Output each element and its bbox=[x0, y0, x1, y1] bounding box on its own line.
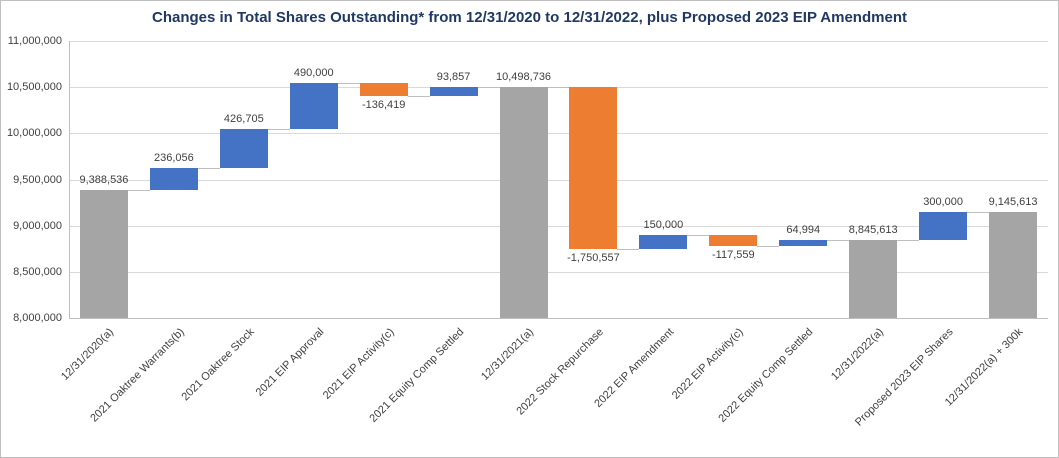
x-category-label: 2021 Oaktree Stock bbox=[179, 326, 257, 404]
bar-data-label: 300,000 bbox=[923, 196, 963, 209]
grid-line bbox=[69, 179, 1048, 181]
x-category-label: 2021 EIP Activity(c) bbox=[320, 326, 397, 402]
bar-increase bbox=[289, 83, 338, 129]
connector-line bbox=[897, 239, 920, 241]
bar-data-label: -117,559 bbox=[712, 248, 755, 261]
bar-data-label: 93,857 bbox=[436, 71, 471, 84]
bar-data-label: 10,498,736 bbox=[496, 71, 552, 84]
x-category-label: 12/31/2020(a) bbox=[59, 326, 117, 383]
x-category-label: 2022 EIP Activity(c) bbox=[670, 326, 746, 402]
connector-line bbox=[197, 167, 220, 169]
bar-data-label: 426,705 bbox=[223, 112, 264, 125]
bar-data-label: 8,845,613 bbox=[848, 223, 898, 236]
y-tick-label: 8,000,000 bbox=[13, 312, 62, 324]
connector-line bbox=[547, 87, 570, 89]
bar-data-label: 9,145,613 bbox=[988, 196, 1038, 209]
bar-decrease bbox=[569, 87, 618, 249]
y-tick-label: 10,000,000 bbox=[6, 127, 62, 140]
grid-line bbox=[69, 318, 1048, 319]
x-category-label: 2021 EIP Approval bbox=[253, 326, 327, 399]
connector-line bbox=[617, 248, 640, 250]
x-category-label: 12/31/2022(a) + 300k bbox=[942, 326, 1026, 409]
bar-decrease bbox=[359, 83, 408, 96]
bar-data-label: 150,000 bbox=[643, 219, 684, 232]
bar-increase bbox=[779, 239, 828, 246]
connector-line bbox=[407, 95, 430, 97]
x-category-label: 2022 EIP Amendment bbox=[591, 326, 676, 411]
bar-increase bbox=[149, 167, 198, 190]
y-tick-label: 8,500,000 bbox=[13, 265, 62, 278]
connector-line bbox=[267, 128, 290, 130]
bar-data-label: 9,388,536 bbox=[79, 173, 129, 186]
bar-data-label: -1,750,557 bbox=[567, 251, 620, 264]
connector-line bbox=[687, 235, 710, 237]
bar-increase bbox=[219, 128, 268, 168]
connector-line bbox=[757, 245, 780, 247]
x-category-label: 12/31/2021(a) bbox=[479, 326, 537, 383]
bar-increase bbox=[919, 212, 968, 240]
connector-line bbox=[477, 87, 500, 89]
bar-total bbox=[79, 189, 128, 318]
grid-line bbox=[69, 225, 1048, 227]
chart-title: Changes in Total Shares Outstanding* fro… bbox=[152, 9, 907, 26]
bar-increase bbox=[639, 235, 688, 249]
bar-data-label: 236,056 bbox=[154, 151, 194, 164]
y-tick-label: 9,000,000 bbox=[13, 219, 62, 232]
grid-line bbox=[69, 271, 1048, 273]
connector-line bbox=[967, 212, 990, 214]
x-category-label: 12/31/2022(a) bbox=[828, 326, 886, 383]
y-axis-line bbox=[69, 41, 70, 318]
bar-total bbox=[989, 212, 1038, 318]
grid-line bbox=[69, 133, 1048, 135]
bar-data-label: 64,994 bbox=[786, 223, 821, 236]
bar-total bbox=[849, 239, 898, 318]
y-tick-label: 9,500,000 bbox=[13, 173, 62, 186]
bar-data-label: 490,000 bbox=[293, 67, 334, 80]
bar-total bbox=[499, 87, 548, 318]
connector-line bbox=[337, 83, 360, 85]
bar-data-label: -136,419 bbox=[361, 98, 406, 111]
bar-decrease bbox=[709, 235, 758, 246]
connector-line bbox=[127, 189, 150, 191]
connector-line bbox=[827, 239, 850, 241]
bar-increase bbox=[429, 87, 478, 96]
y-tick-label: 11,000,000 bbox=[7, 35, 62, 47]
y-tick-label: 10,500,000 bbox=[6, 81, 62, 94]
grid-line bbox=[69, 41, 1048, 42]
